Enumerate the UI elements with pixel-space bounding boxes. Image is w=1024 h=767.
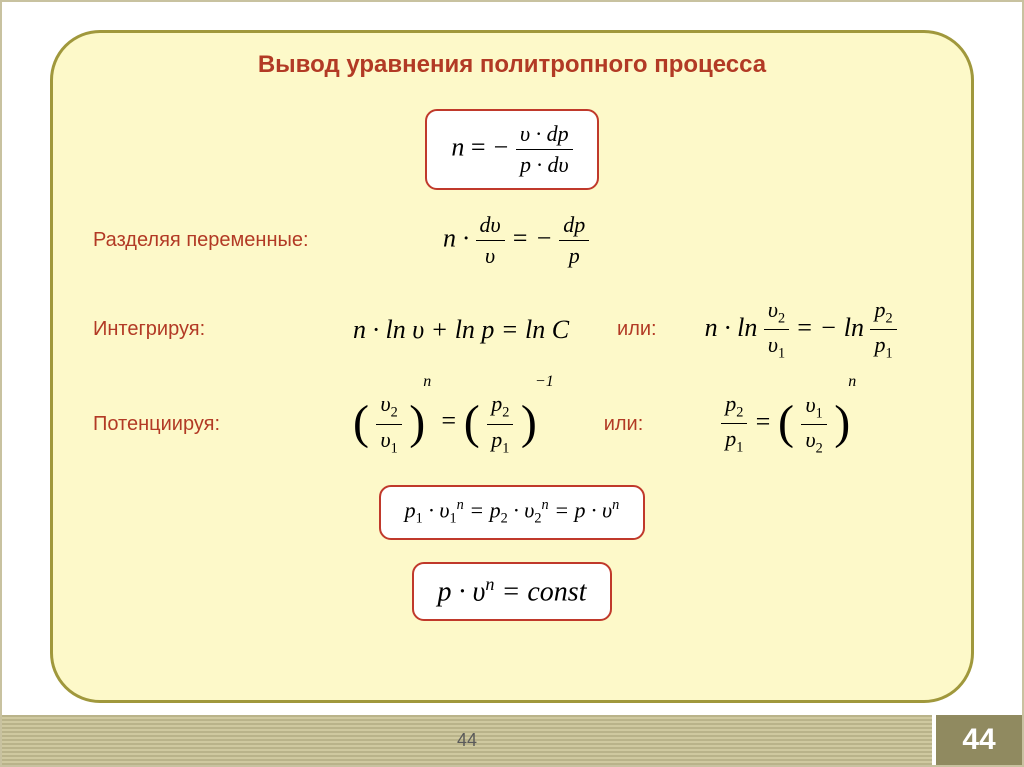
eq-integrating-1: n · ln υ + ln p = ln C: [353, 315, 569, 345]
eq-separating: n · dυ υ = − dp p: [443, 212, 589, 269]
eq-boxed-1: p1 · υ1n = p2 · υ2n = p · υn: [379, 485, 646, 540]
eq-boxed-1-row: p1 · υ1n = p2 · υ2n = p · υn: [93, 485, 931, 540]
footer-page-big: 44: [932, 715, 1022, 765]
slide-frame: Вывод уравнения политропного процесса n …: [0, 0, 1024, 767]
label-potentiating: Потенциируя:: [93, 413, 323, 436]
content-card: Вывод уравнения политропного процесса n …: [50, 30, 974, 703]
label-integrating: Интегрируя:: [93, 318, 323, 341]
row-integrating: Интегрируя: n · ln υ + ln p = ln C или: …: [93, 297, 931, 363]
eq-n-lhs: n: [451, 132, 464, 161]
label-separating: Разделяя переменные:: [93, 229, 323, 252]
eq-n-definition-box: n = − υ · dp p · dυ: [425, 109, 598, 190]
eq-potentiating-2: p2 p1 = ( υ1 υ2 )n: [721, 391, 858, 458]
or-label-2: или:: [604, 413, 644, 436]
eq-boxed-2-row: p · υn = const: [93, 562, 931, 620]
eq-potentiating-1: ( υ2 υ1 )n = ( p2 p1 )−1: [353, 391, 556, 457]
eq-n-definition-row: n = − υ · dp p · dυ: [93, 109, 931, 190]
eq-integrating-2: n · ln υ2 υ1 = − ln p2 p1: [705, 297, 897, 363]
eq-n-neg: −: [492, 132, 510, 161]
or-label-1: или:: [617, 318, 657, 341]
footer-bar: 44 44: [2, 715, 1022, 765]
row-separating: Разделяя переменные: n · dυ υ = − dp p: [93, 212, 931, 269]
eq-n-frac: υ · dp p · dυ: [516, 121, 573, 178]
row-potentiating: Потенциируя: ( υ2 υ1 )n = ( p2 p1 )−1 ил…: [93, 391, 931, 458]
slide-title: Вывод уравнения политропного процесса: [93, 51, 931, 79]
footer-page-small: 44: [2, 715, 932, 765]
eq-boxed-2: p · υn = const: [412, 562, 613, 620]
